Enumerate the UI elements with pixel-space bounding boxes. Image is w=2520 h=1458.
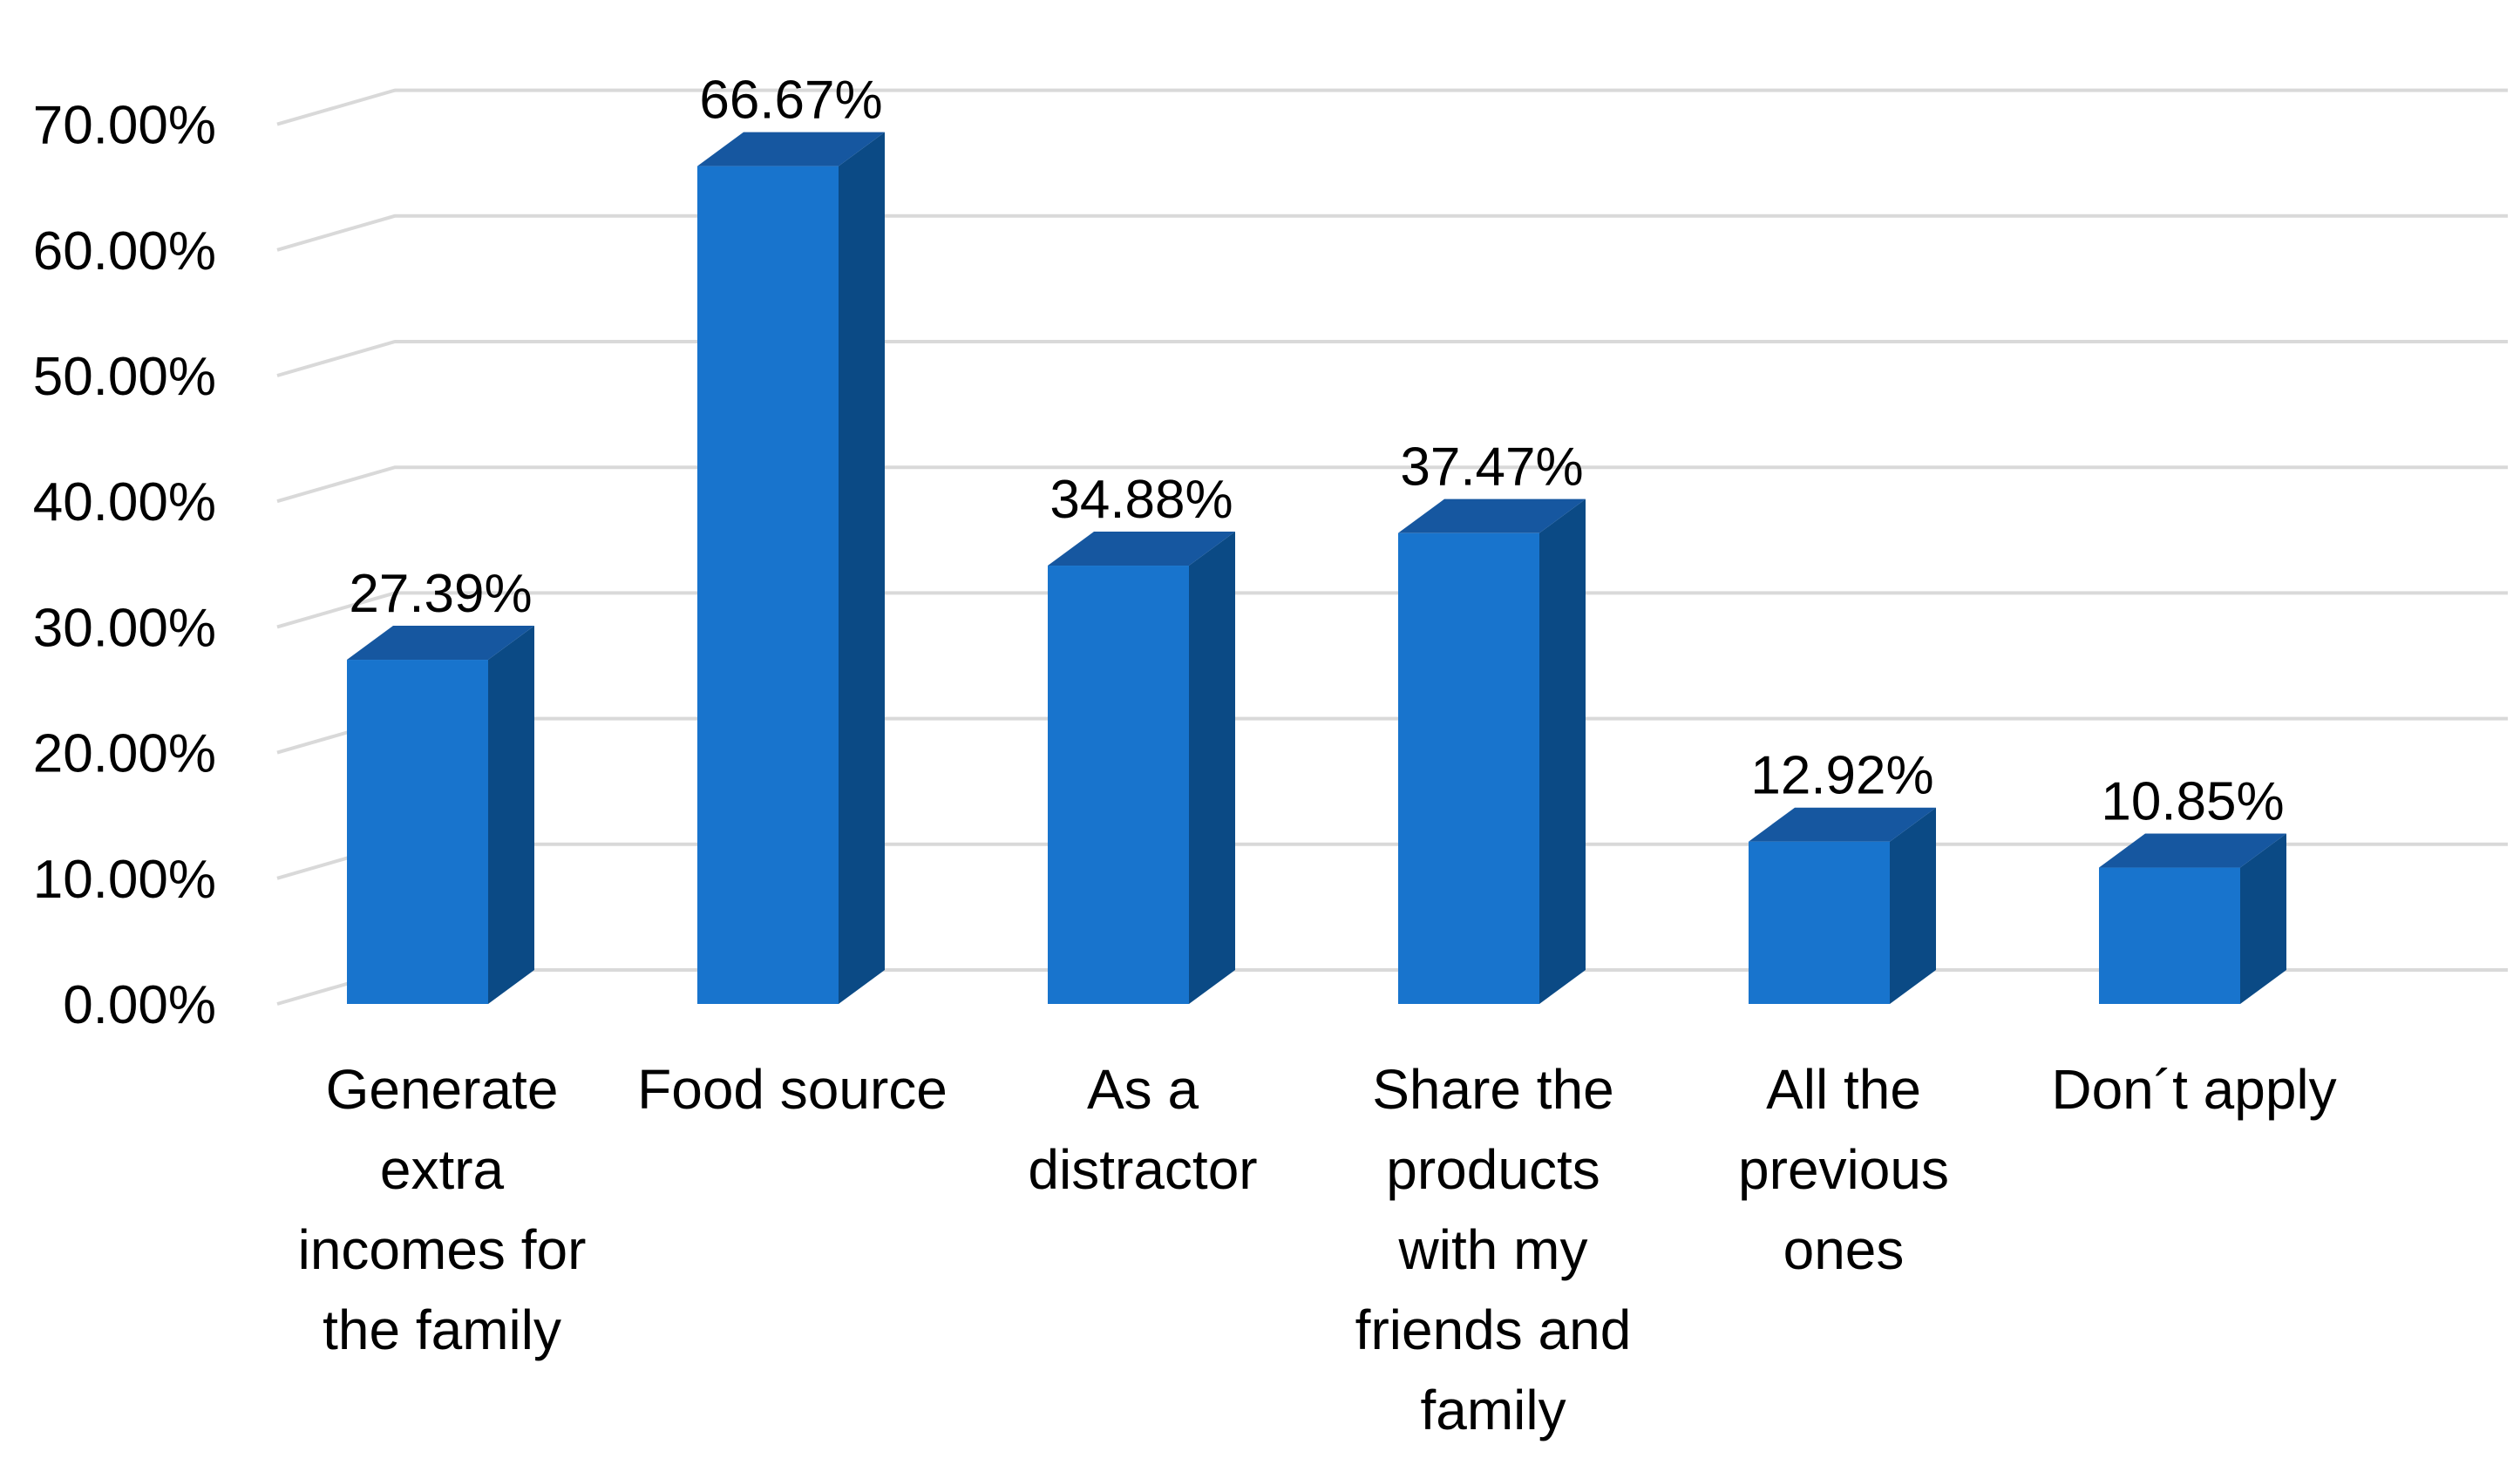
data-label: 12.92% [1750,746,1933,806]
gridline [276,214,2508,252]
bar [697,132,885,1005]
data-label: 10.85% [2101,772,2284,832]
data-label: 37.47% [1400,437,1583,498]
bar [1749,807,1936,1004]
category-label: Share the products with my friends and famil… [1355,1058,1632,1441]
data-labels: 27.39% 66.67% 34.88% 37.47% 12.92% 10.85% [349,71,2284,832]
bar-front-face [1398,532,1539,1004]
bar [1398,498,1586,1004]
category-label: All the previous ones [1738,1058,1949,1281]
bar-top-face [1048,532,1235,566]
bar-top-face [1398,498,1586,533]
data-label: 66.67% [699,71,882,131]
bar-top-face [697,132,885,166]
y-tick-label: 30.00% [33,598,216,658]
category-label: Food source [637,1058,948,1121]
y-tick-label: 20.00% [33,724,216,784]
gridline [276,591,2508,629]
y-tick-label: 40.00% [33,472,216,532]
gridline [276,340,2508,377]
category-label: Generate extra incomes for the family [298,1058,587,1361]
y-tick-label: 0.00% [63,975,216,1035]
y-tick-label: 50.00% [33,347,216,407]
gridline [276,465,2508,504]
bar-side-face [839,132,885,1005]
bar-top-face [2099,833,2286,868]
bar-top-face [1749,807,1936,842]
bar [347,626,534,1004]
y-tick-label: 70.00% [33,96,216,156]
bar-side-face [1890,807,1936,1004]
bar-side-face [2240,833,2286,1004]
category-label: Don´t apply [2051,1058,2336,1121]
bar [1048,532,1235,1004]
y-tick-label: 60.00% [33,221,216,281]
category-label: As a distractor [1028,1058,1257,1201]
bar-front-face [2099,867,2240,1004]
bar-top-face [347,626,534,661]
data-label: 34.88% [1049,470,1233,530]
bar [2099,833,2286,1004]
bar-front-face [347,660,488,1004]
x-axis-labels: Generate extra incomes for the family Food s… [298,1058,2337,1441]
gridline [276,716,2508,755]
data-label: 27.39% [349,564,532,624]
bar-side-face [488,626,534,1004]
bar-front-face [1048,566,1189,1004]
y-tick-label: 10.00% [33,850,216,910]
bar-side-face [1539,498,1586,1004]
bars [347,132,2286,1005]
y-axis-ticks: 0.00% 10.00% 20.00% 30.00% 40.00% 50.00% 60.00… [33,96,216,1035]
bar-side-face [1189,532,1235,1004]
gridline [276,88,2508,126]
bar-front-face [697,166,839,1005]
bar-front-face [1749,841,1890,1004]
